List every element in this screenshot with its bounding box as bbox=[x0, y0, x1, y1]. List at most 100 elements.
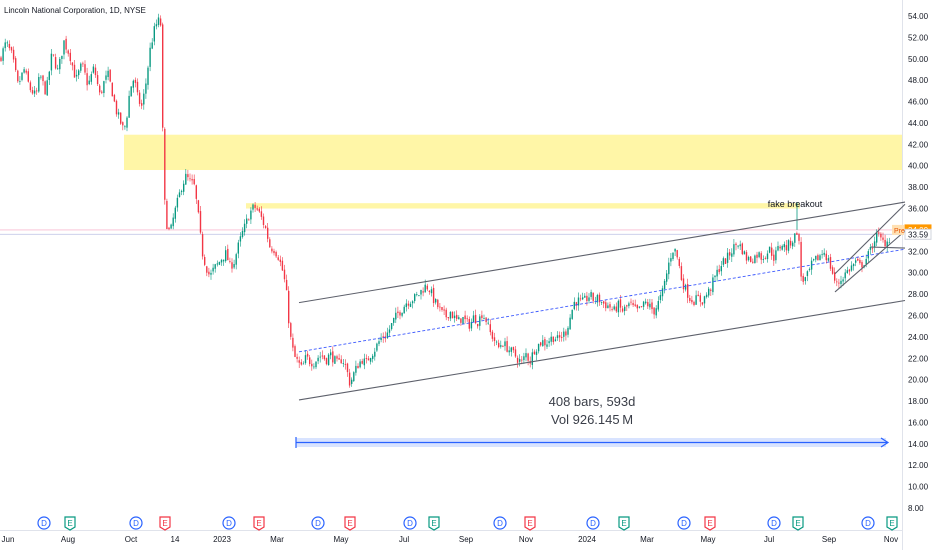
candle-body bbox=[756, 254, 758, 258]
candle-body bbox=[659, 295, 662, 301]
candle-body bbox=[670, 258, 672, 262]
candle-body bbox=[134, 79, 137, 83]
candle-body bbox=[201, 234, 204, 257]
candle-body bbox=[212, 267, 214, 272]
candle-body bbox=[178, 192, 181, 198]
candle-body bbox=[185, 173, 187, 185]
candle-body bbox=[21, 72, 23, 80]
candle-body bbox=[472, 315, 475, 323]
candle-body bbox=[544, 339, 546, 346]
event-marker-earnings bbox=[618, 516, 630, 531]
candle-body bbox=[699, 295, 701, 302]
candle-body bbox=[315, 361, 317, 368]
event-marker-label: D bbox=[315, 519, 321, 528]
x-tick-label: 14 bbox=[171, 535, 180, 544]
candle-body bbox=[689, 297, 691, 301]
candle-body bbox=[640, 306, 643, 307]
candle-body bbox=[445, 309, 447, 318]
candle-body bbox=[2, 48, 4, 61]
event-marker-dividend bbox=[861, 516, 875, 530]
event-marker-earnings bbox=[253, 516, 265, 531]
candle-body bbox=[80, 63, 82, 71]
candle-body bbox=[458, 317, 460, 320]
candle-body bbox=[882, 237, 884, 240]
candle-body bbox=[231, 262, 233, 269]
measure-bars-label: 408 bars, 593d bbox=[549, 394, 636, 409]
candle-body bbox=[600, 302, 603, 303]
candle-body bbox=[382, 336, 384, 338]
candle-body bbox=[264, 226, 267, 229]
x-tick-label: Mar bbox=[640, 535, 654, 544]
candle-body bbox=[609, 304, 611, 308]
candle-body bbox=[15, 58, 17, 71]
price-badge-1 bbox=[904, 228, 932, 240]
x-tick-label: 2023 bbox=[213, 535, 231, 544]
y-tick-label: 14.00 bbox=[908, 440, 929, 449]
candle-body bbox=[712, 277, 714, 293]
candle-body bbox=[592, 292, 594, 301]
candle-body bbox=[344, 364, 347, 365]
candle-body bbox=[619, 299, 622, 308]
candle-body bbox=[86, 73, 88, 86]
annotation-label: fake breakout bbox=[768, 199, 823, 209]
candle-body bbox=[229, 261, 231, 262]
candle-body bbox=[850, 265, 853, 271]
candle-body bbox=[357, 365, 359, 369]
candle-body bbox=[67, 50, 69, 54]
event-marker-dividend bbox=[767, 516, 781, 530]
event-marker-label: D bbox=[407, 519, 413, 528]
candle-body bbox=[590, 292, 592, 297]
candle-body bbox=[61, 55, 63, 59]
candle-body bbox=[342, 363, 344, 364]
candle-body bbox=[109, 69, 111, 82]
candle-body bbox=[273, 250, 275, 254]
candle-body bbox=[75, 74, 78, 77]
candle-body bbox=[817, 255, 819, 261]
candle-body bbox=[250, 210, 252, 220]
candle-body bbox=[275, 252, 277, 257]
candle-body bbox=[50, 53, 53, 71]
badge-prefix-label: Pre bbox=[894, 228, 905, 235]
candle-body bbox=[617, 300, 620, 313]
candle-body bbox=[613, 306, 615, 310]
candle-body bbox=[92, 66, 95, 73]
candle-body bbox=[206, 266, 208, 273]
candle-body bbox=[374, 351, 376, 357]
candle-body bbox=[25, 70, 27, 73]
candle-body bbox=[195, 185, 197, 199]
candle-body bbox=[537, 343, 540, 352]
candle-body bbox=[796, 233, 798, 235]
candle-body bbox=[859, 259, 861, 264]
candle-body bbox=[82, 63, 84, 65]
candle-body bbox=[453, 315, 456, 319]
candle-body bbox=[99, 85, 101, 93]
event-marker-earnings bbox=[886, 516, 898, 531]
candle-body bbox=[596, 294, 599, 303]
candle-body bbox=[720, 266, 722, 272]
candle-body bbox=[311, 363, 313, 367]
candle-body bbox=[464, 315, 466, 320]
candle-body bbox=[802, 275, 804, 282]
candle-body bbox=[785, 245, 788, 251]
candle-body bbox=[19, 81, 21, 82]
y-tick-label: 18.00 bbox=[908, 397, 929, 406]
y-tick-label: 38.00 bbox=[908, 183, 929, 192]
candle-body bbox=[831, 267, 834, 274]
candle-body bbox=[586, 295, 588, 302]
candle-body bbox=[136, 81, 139, 93]
event-marker-label: E bbox=[889, 519, 894, 528]
event-marker-dividend bbox=[677, 516, 691, 530]
trendline-channel_lower bbox=[298, 299, 906, 401]
candle-body bbox=[701, 302, 704, 305]
candle-body bbox=[512, 347, 515, 351]
y-tick-label: 54.00 bbox=[908, 12, 929, 21]
candle-body bbox=[300, 362, 302, 365]
candle-body bbox=[798, 234, 800, 241]
candle-body bbox=[462, 316, 464, 324]
candle-body bbox=[846, 270, 848, 273]
candle-body bbox=[844, 272, 846, 279]
candle-body bbox=[164, 128, 166, 200]
candle-body bbox=[138, 92, 141, 104]
